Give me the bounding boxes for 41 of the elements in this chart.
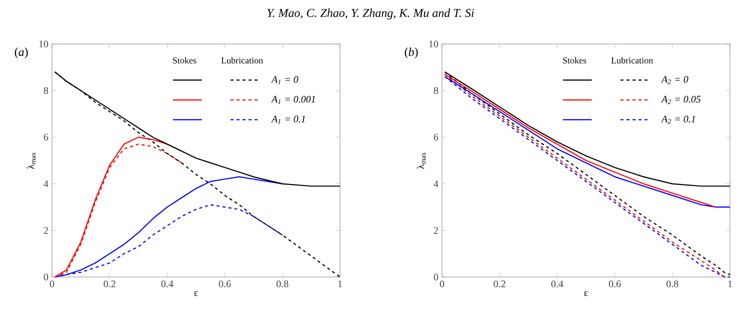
legend-label: A$_{1}$ = 0.1	[270, 116, 305, 124]
legend-label: A$_{1}$ = 0.001	[270, 96, 315, 104]
legend-label: A$_{2}$ = 0.05	[660, 96, 701, 104]
x-tick-label: 1	[728, 280, 732, 288]
text: Y. Mao, C. Zhao, Y. Zhang, K. Mu and T. Si	[267, 8, 474, 20]
x-tick-label: 0.2	[104, 280, 116, 288]
x-tick-label: 1	[338, 280, 342, 288]
y-axis-title: λ$_{max}$	[416, 152, 426, 169]
y-tick-label: 6	[44, 134, 48, 141]
x-tick-label: 0.6	[218, 280, 231, 288]
legend-label: A$_{2}$ = 0.1	[660, 116, 695, 124]
x-tick-label: 0	[440, 280, 444, 288]
y-tick-label: 0	[44, 274, 48, 280]
x-tick-label: 0	[50, 280, 54, 288]
annotation: Lubrication	[611, 57, 653, 64]
y-tick-label: 8	[434, 87, 438, 94]
legend-label: A$_{1}$ = 0	[270, 76, 298, 84]
y-tick-label: 10	[39, 40, 48, 48]
chart-title: (a)	[14, 48, 28, 58]
x-tick-label: 0.4	[161, 280, 174, 288]
x-axis-title: ε	[584, 291, 588, 296]
x-tick-label: 0.8	[666, 280, 678, 288]
y-tick-label: 2	[434, 227, 438, 234]
annotation: Lubrication	[221, 57, 263, 64]
annotation: Stokes	[563, 57, 586, 64]
annotation: Stokes	[173, 57, 196, 64]
legend-label: A$_{2}$ = 0	[660, 76, 688, 84]
y-tick-label: 8	[44, 87, 48, 94]
x-tick-label: 0.8	[276, 280, 288, 288]
y-tick-label: 10	[429, 40, 438, 48]
x-axis-title: ε	[194, 291, 198, 296]
x-tick-label: 0.4	[551, 280, 564, 288]
y-tick-label: 4	[44, 180, 48, 188]
y-tick-label: 0	[434, 274, 438, 280]
x-tick-label: 0.6	[608, 280, 621, 288]
x-tick-label: 0.2	[494, 280, 506, 288]
y-tick-label: 4	[434, 180, 438, 188]
y-tick-label: 6	[434, 134, 438, 141]
y-tick-label: 2	[44, 227, 48, 234]
y-axis-title: λ$_{max}$	[27, 152, 36, 169]
chart-title: (b)	[404, 48, 418, 58]
